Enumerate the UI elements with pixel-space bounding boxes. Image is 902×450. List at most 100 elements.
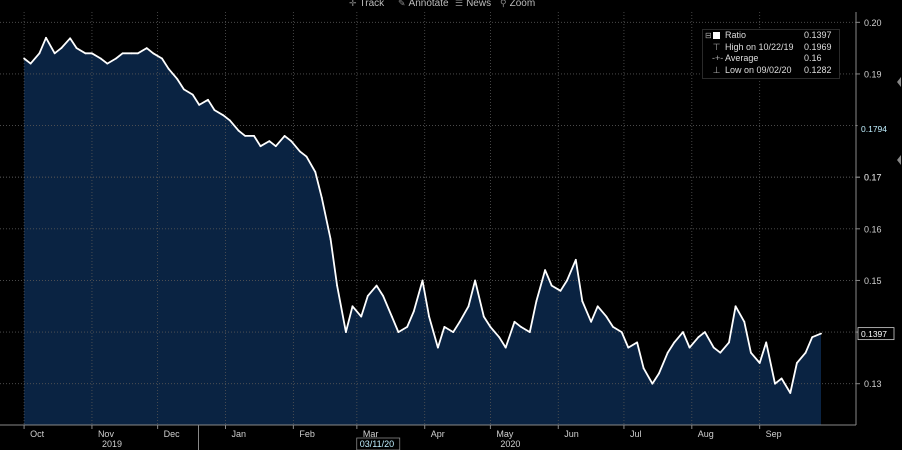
- data-point: [528, 331, 531, 333]
- date-marker-box: [356, 437, 401, 450]
- data-point: [704, 331, 706, 333]
- data-points: [23, 36, 822, 394]
- x-tick-label: Jul: [630, 429, 642, 439]
- data-point: [84, 52, 87, 55]
- data-point: [620, 331, 623, 333]
- data-point: [259, 145, 262, 148]
- data-point: [811, 336, 814, 339]
- data-point: [658, 372, 660, 375]
- data-point: [688, 346, 691, 349]
- track-label: Track: [359, 0, 385, 9]
- data-point: [345, 331, 347, 333]
- date-marker-label: 03/11/20: [360, 439, 394, 449]
- x-tick-label: Nov: [98, 429, 115, 439]
- x-year-label: 2020: [500, 439, 520, 449]
- value-tag-label: 0.1397: [861, 329, 887, 339]
- annotate-label: Annotate: [408, 0, 449, 9]
- data-point: [627, 346, 630, 349]
- zoom-label: Zoom: [509, 0, 536, 9]
- zoom-button[interactable]: ⚲ Zoom: [500, 0, 535, 9]
- data-point: [765, 341, 768, 344]
- data-point: [513, 320, 516, 323]
- data-point: [612, 326, 614, 328]
- legend-average-label: Average: [725, 53, 759, 63]
- data-point: [145, 47, 148, 49]
- data-point: [75, 47, 78, 49]
- low-marker-icon: ⊥: [712, 64, 721, 75]
- data-point: [642, 367, 645, 370]
- y-tick-label: 0.19: [864, 69, 882, 79]
- x-tick-label: Apr: [431, 429, 445, 439]
- pencil-icon: ✎: [398, 0, 406, 8]
- data-point: [406, 326, 409, 328]
- data-point: [452, 331, 455, 333]
- data-point: [253, 135, 255, 137]
- legend-series-label: Ratio: [725, 30, 747, 40]
- data-point: [421, 279, 424, 282]
- legend-toggle-icon[interactable]: ⊟: [705, 31, 712, 40]
- y-tick-label: 0.16: [864, 224, 882, 234]
- data-point: [666, 351, 669, 354]
- legend-low-row: ⊥ Low on 09/02/20 0.1282: [703, 65, 839, 77]
- data-point: [474, 279, 476, 282]
- data-point: [544, 269, 546, 271]
- data-point: [443, 326, 446, 328]
- data-point: [498, 336, 501, 339]
- data-point: [758, 362, 761, 364]
- data-point: [274, 145, 277, 148]
- data-point: [53, 52, 56, 55]
- data-point: [229, 119, 231, 122]
- data-point: [299, 150, 301, 153]
- x-tick-label: Jan: [231, 429, 246, 439]
- data-point: [366, 295, 369, 297]
- average-marker-icon: -+-: [712, 53, 724, 63]
- series-swatch: [713, 32, 720, 39]
- y-tick-label: 0.20: [864, 18, 882, 28]
- data-point: [728, 341, 730, 344]
- data-point: [130, 52, 133, 55]
- data-point: [91, 52, 93, 55]
- data-point: [115, 57, 117, 60]
- data-point: [743, 320, 746, 323]
- x-tick-label: Sep: [766, 429, 782, 439]
- y-tick-label: 0.13: [864, 379, 882, 389]
- scroll-left-icon: [897, 155, 901, 165]
- track-button[interactable]: ✛ Track: [349, 0, 384, 9]
- legend-low-label: Low on 09/02/20: [725, 64, 792, 75]
- value-tag-box: [857, 122, 895, 136]
- value-tag-label: 0.1794: [861, 124, 887, 134]
- data-point: [152, 52, 155, 55]
- news-button[interactable]: ☰ News: [455, 0, 491, 9]
- data-point: [574, 258, 577, 261]
- data-point: [697, 336, 700, 339]
- data-point: [29, 62, 32, 65]
- data-point: [351, 305, 354, 308]
- data-point: [734, 305, 737, 308]
- data-point: [636, 341, 638, 344]
- data-point: [482, 315, 485, 318]
- data-point: [314, 171, 317, 173]
- data-point: [804, 351, 807, 354]
- data-point: [290, 140, 293, 143]
- data-point: [244, 135, 247, 137]
- legend-high-row: ⊤ High on 10/22/19 0.1969: [703, 42, 839, 54]
- news-label: News: [466, 0, 492, 9]
- data-point: [489, 326, 492, 328]
- legend-high-label: High on 10/22/19: [725, 41, 794, 52]
- x-tick-label: Jun: [564, 429, 579, 439]
- y-tick-label: 0.15: [864, 276, 882, 286]
- legend-average-row: -+- Average 0.16: [703, 53, 839, 65]
- data-point: [820, 332, 822, 335]
- data-point: [566, 279, 568, 282]
- x-tick-label: Dec: [164, 429, 181, 439]
- data-point: [161, 57, 163, 60]
- annotate-button[interactable]: ✎ Annotate: [398, 0, 449, 9]
- data-point: [222, 114, 225, 117]
- data-point: [69, 37, 71, 40]
- data-point: [336, 284, 338, 287]
- data-point: [520, 326, 522, 328]
- data-point: [213, 109, 216, 111]
- data-point: [682, 331, 684, 333]
- data-point: [673, 341, 676, 344]
